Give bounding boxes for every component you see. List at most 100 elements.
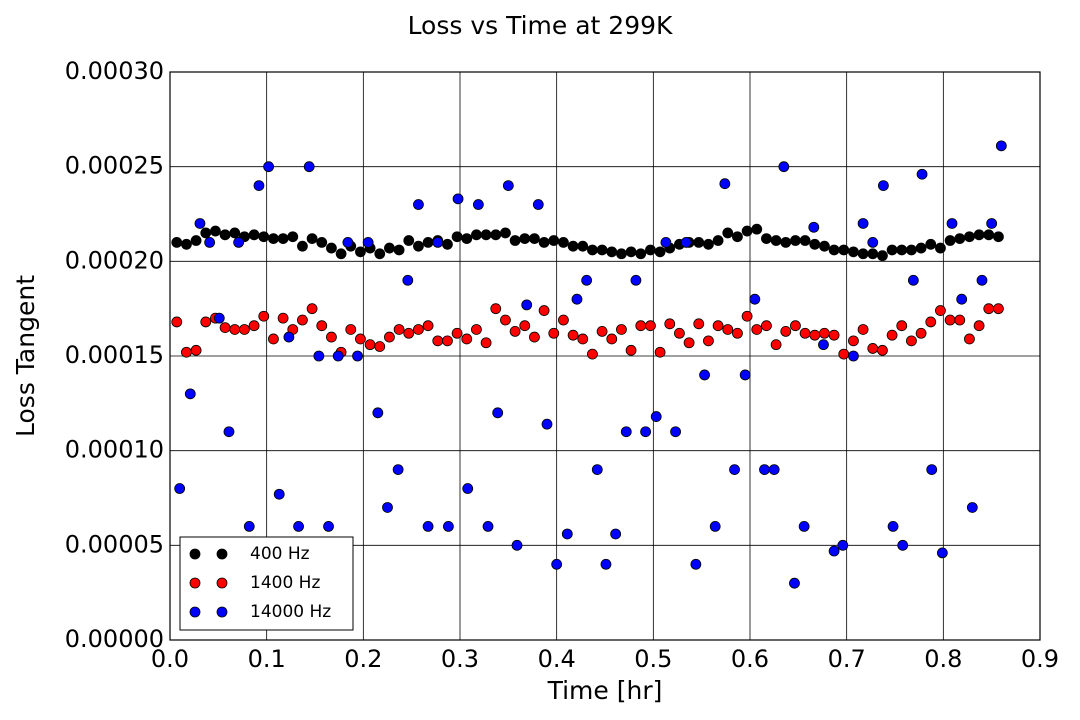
scatter-point: [171, 236, 183, 248]
scatter-point: [472, 199, 484, 210]
scatter-point: [751, 324, 763, 335]
scatter-point: [297, 314, 308, 326]
scatter-point: [887, 521, 899, 532]
scatter-point: [253, 180, 265, 192]
scatter-point: [184, 388, 196, 400]
scatter-point: [229, 324, 241, 335]
scatter-point: [683, 337, 695, 349]
scatter-point: [983, 303, 995, 315]
scatter-point: [402, 274, 414, 286]
scatter-point: [749, 293, 761, 305]
scatter-point: [268, 333, 279, 345]
scatter-point: [778, 161, 790, 173]
scatter-point: [964, 333, 975, 345]
x-tick-label: 0.2: [344, 645, 382, 673]
scatter-point: [303, 161, 315, 173]
scatter-point: [392, 464, 404, 476]
x-tick-label: 0.0: [151, 645, 189, 673]
scatter-point: [790, 320, 801, 332]
scatter-point: [616, 248, 627, 260]
scatter-point: [645, 244, 656, 256]
scatter-point: [966, 502, 978, 513]
scatter-point: [181, 238, 192, 250]
scatter-point: [471, 229, 482, 241]
scatter-point: [699, 369, 710, 381]
scatter-point: [500, 227, 511, 239]
scatter-point: [591, 464, 603, 476]
scatter-point: [809, 329, 821, 341]
scatter-point: [519, 233, 531, 245]
scatter-point: [993, 303, 1004, 315]
scatter-point: [374, 341, 386, 352]
y-tick-label: 0.00010: [65, 436, 164, 464]
scatter-point: [664, 318, 676, 330]
scatter-point: [995, 140, 1007, 152]
scatter-point: [818, 339, 829, 351]
scatter-point: [352, 350, 363, 362]
legend-marker: [189, 606, 201, 618]
scatter-point: [761, 320, 772, 332]
scatter-point: [306, 303, 318, 315]
scatter-point: [490, 303, 502, 315]
scatter-point: [703, 335, 714, 347]
scatter-point: [838, 348, 850, 360]
scatter-point: [587, 244, 598, 256]
scatter-point: [422, 521, 434, 532]
scatter-point: [973, 320, 985, 332]
scatter-point: [277, 233, 289, 245]
legend-marker: [216, 577, 228, 589]
scatter-point: [993, 231, 1004, 243]
scatter-point: [709, 521, 721, 532]
scatter-point: [645, 320, 656, 332]
scatter-point: [819, 240, 830, 252]
scatter-point: [956, 293, 968, 305]
scatter-point: [654, 246, 666, 258]
scatter-point: [837, 539, 849, 551]
scatter-point: [954, 233, 966, 245]
scatter-point: [316, 236, 328, 248]
scatter-point: [233, 236, 245, 248]
scatter-point: [480, 337, 492, 349]
legend-label: 400 Hz: [250, 544, 310, 564]
scatter-point: [413, 240, 424, 252]
scatter-point: [243, 521, 255, 532]
scatter-point: [316, 320, 328, 332]
scatter-point: [293, 521, 304, 532]
scatter-point: [741, 310, 753, 322]
scatter-point: [650, 411, 662, 422]
scatter-point: [529, 331, 540, 343]
scatter-point: [413, 199, 424, 210]
scatter-point: [558, 314, 569, 326]
scatter-point: [393, 324, 405, 335]
scatter-point: [798, 521, 810, 532]
scatter-point: [722, 324, 734, 335]
scatter-point: [680, 236, 692, 248]
scatter-point: [808, 221, 820, 233]
scatter-point: [345, 324, 357, 335]
scatter-point: [925, 238, 937, 250]
y-tick-label: 0.00015: [65, 341, 164, 369]
scatter-point: [335, 248, 347, 260]
scatter-point: [739, 369, 751, 381]
y-tick-label: 0.00025: [65, 152, 164, 180]
scatter-point: [452, 193, 464, 205]
scatter-point: [362, 236, 374, 248]
legend-box: [179, 536, 354, 631]
scatter-point: [606, 246, 618, 258]
scatter-point: [548, 235, 560, 246]
scatter-point: [857, 218, 869, 229]
scatter-point: [954, 314, 966, 326]
scatter-point: [761, 233, 772, 245]
scatter-point: [857, 248, 869, 260]
scatter-point: [277, 312, 289, 324]
y-tick-label: 0.00020: [65, 246, 164, 274]
scatter-point: [670, 426, 681, 438]
scatter-point: [521, 299, 533, 311]
scatter-point: [432, 335, 444, 347]
scatter-point: [809, 238, 821, 250]
scatter-point: [936, 547, 948, 559]
scatter-point: [532, 199, 544, 210]
scatter-point: [364, 339, 376, 351]
y-tick-label: 0.00005: [65, 530, 164, 558]
